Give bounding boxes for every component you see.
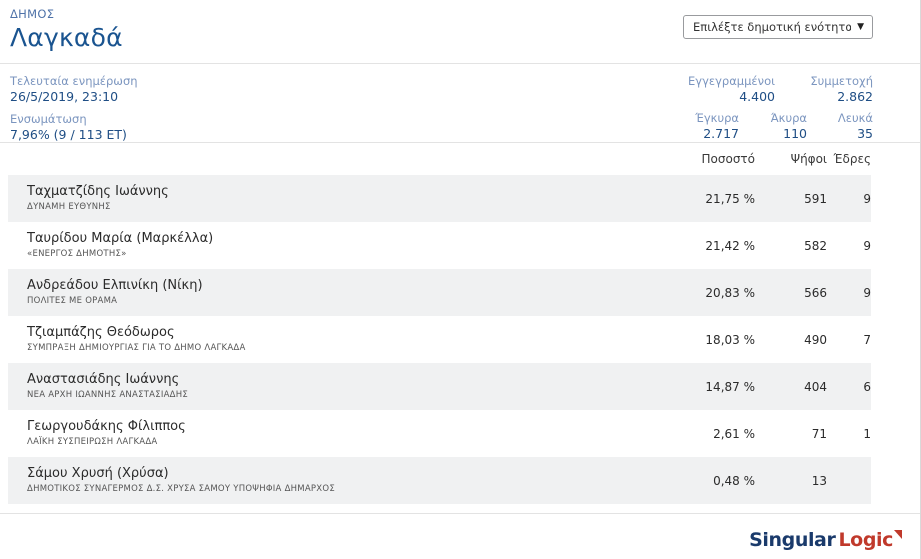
header-divider	[0, 63, 920, 64]
stat-label: Λευκά	[837, 111, 873, 125]
stats-row-ballots: Έγκυρα 2.717 Άκυρα 110 Λευκά 35	[683, 110, 873, 142]
logo-text-singular: Singular	[749, 529, 836, 551]
stat-value: 7,96% (9 / 113 ΕΤ)	[10, 127, 127, 142]
candidate-name: Αναστασιάδης Ιωάννης	[27, 372, 180, 387]
stats-right-group: Εγγεγραμμένοι 4.400 Συμμετοχή 2.862 Έγκυ…	[683, 73, 873, 147]
candidate-party: «ΕΝΕΡΓΟΣ ΔΗΜΟΤΗΣ»	[27, 249, 127, 259]
stat-value: 35	[857, 126, 873, 141]
candidate-name: Σάμου Χρυσή (Χρύσα)	[27, 466, 169, 481]
table-bottom-divider	[0, 513, 920, 514]
candidate-party: ΣΥΜΠΡΑΞΗ ΔΗΜΙΟΥΡΓΙΑΣ ΓΙΑ ΤΟ ΔΗΜΟ ΛΑΓΚΑΔΑ	[27, 343, 246, 353]
table-row[interactable]: Τζιαμπάζης Θεόδωρος ΣΥΜΠΡΑΞΗ ΔΗΜΙΟΥΡΓΙΑΣ…	[8, 316, 871, 363]
cell-percent: 18,03 %	[705, 332, 755, 347]
candidate-cell: Ανδρεάδου Ελπινίκη (Νίκη) ΠΟΛΙΤΕΣ ΜΕ ΟΡΑ…	[27, 277, 663, 308]
cell-votes: 71	[811, 426, 827, 441]
table-row[interactable]: Γεωργουδάκης Φίλιππος ΛΑΪΚΗ ΣΥΣΠΕΙΡΩΣΗ Λ…	[8, 410, 871, 457]
logo-swoosh-icon	[894, 530, 902, 539]
candidate-cell: Αναστασιάδης Ιωάννης ΝΕΑ ΑΡΧΗ ΙΩΑΝΝΗΣ ΑΝ…	[27, 371, 663, 402]
cell-percent: 14,87 %	[705, 379, 755, 394]
logo-text-logic: Logic	[838, 529, 893, 551]
candidate-party: ΝΕΑ ΑΡΧΗ ΙΩΑΝΝΗΣ ΑΝΑΣΤΑΣΙΑΔΗΣ	[27, 390, 188, 400]
stat-participation: Συμμετοχή 2.862	[801, 73, 873, 105]
cell-seats: 9	[863, 238, 871, 253]
ward-select-value: Επιλέξτε δημοτική ενότητα...	[693, 20, 852, 34]
candidate-party: ΛΑΪΚΗ ΣΥΣΠΕΙΡΩΣΗ ΛΑΓΚΑΔΑ	[27, 437, 158, 447]
stats-divider	[0, 142, 920, 143]
stat-value: 26/5/2019, 23:10	[10, 89, 119, 104]
stats-row-registered: Εγγεγραμμένοι 4.400 Συμμετοχή 2.862	[683, 73, 873, 105]
ward-select[interactable]: Επιλέξτε δημοτική ενότητα... ▼	[683, 15, 873, 39]
table-row[interactable]: Ταυρίδου Μαρία (Μαρκέλλα) «ΕΝΕΡΓΟΣ ΔΗΜΟΤ…	[8, 222, 871, 269]
stat-label: Έγκυρα	[695, 111, 739, 125]
candidate-cell: Σάμου Χρυσή (Χρύσα) ΔΗΜΟΤΙΚΟΣ ΣΥΝΑΓΕΡΜΟΣ…	[27, 465, 663, 496]
cell-votes: 591	[804, 191, 827, 206]
stat-label: Άκυρα	[770, 111, 807, 125]
candidate-party: ΔΗΜΟΤΙΚΟΣ ΣΥΝΑΓΕΡΜΟΣ Δ.Σ. ΧΡΥΣΑ ΣΑΜΟΥ ΥΠ…	[27, 484, 335, 494]
column-header-votes: Ψήφοι	[790, 152, 827, 166]
cell-percent: 2,61 %	[713, 426, 755, 441]
table-row[interactable]: Ταχματζίδης Ιωάννης ΔΥΝΑΜΗ ΕΥΘΥΝΗΣ 21,75…	[8, 175, 871, 222]
cell-percent: 20,83 %	[705, 285, 755, 300]
column-header-percent: Ποσοστό	[701, 152, 755, 166]
ward-select-wrapper: Επιλέξτε δημοτική ενότητα... ▼	[683, 15, 873, 39]
stat-blank: Λευκά 35	[833, 110, 873, 142]
stat-value: 110	[783, 126, 807, 141]
cell-seats: 9	[863, 191, 871, 206]
page-header: ΔΗΜΟΣ Λαγκαδά Επιλέξτε δημοτική ενότητα.…	[0, 0, 920, 63]
candidate-name: Ταυρίδου Μαρία (Μαρκέλλα)	[27, 231, 214, 246]
stat-last-update: Τελευταία ενημέρωση 26/5/2019, 23:10	[10, 73, 138, 105]
stat-value: 4.400	[739, 89, 775, 104]
table-row[interactable]: Αναστασιάδης Ιωάννης ΝΕΑ ΑΡΧΗ ΙΩΑΝΝΗΣ ΑΝ…	[8, 363, 871, 410]
cell-seats: 6	[863, 379, 871, 394]
candidate-party: ΠΟΛΙΤΕΣ ΜΕ ΟΡΑΜΑ	[27, 296, 118, 306]
stat-registered: Εγγεγραμμένοι 4.400	[688, 73, 775, 105]
cell-seats: 1	[863, 426, 871, 441]
stat-value: 2.717	[703, 126, 739, 141]
cell-percent: 0,48 %	[713, 473, 755, 488]
stats-left-group: Τελευταία ενημέρωση 26/5/2019, 23:10 Ενσ…	[10, 73, 138, 149]
cell-seats: 7	[863, 332, 871, 347]
column-header-seats: Έδρες	[833, 152, 871, 166]
stats-strip: Τελευταία ενημέρωση 26/5/2019, 23:10 Ενσ…	[0, 64, 920, 142]
stat-valid: Έγκυρα 2.717	[683, 110, 739, 142]
page-title: Λαγκαδά	[10, 23, 123, 52]
candidate-name: Τζιαμπάζης Θεόδωρος	[27, 325, 175, 340]
table-row[interactable]: Ανδρεάδου Ελπινίκη (Νίκη) ΠΟΛΙΤΕΣ ΜΕ ΟΡΑ…	[8, 269, 871, 316]
municipality-kicker: ΔΗΜΟΣ	[10, 7, 55, 21]
cell-percent: 21,42 %	[705, 238, 755, 253]
candidate-cell: Ταυρίδου Μαρία (Μαρκέλλα) «ΕΝΕΡΓΟΣ ΔΗΜΟΤ…	[27, 230, 663, 261]
cell-votes: 582	[804, 238, 827, 253]
results-table: Ποσοστό Ψήφοι Έδρες Ταχματζίδης Ιωάννης …	[0, 143, 920, 514]
cell-votes: 13	[811, 473, 827, 488]
table-column-headers: Ποσοστό Ψήφοι Έδρες	[0, 143, 920, 175]
stat-label: Ενσωμάτωση	[10, 112, 87, 126]
footer-logo: Singular Logic	[749, 529, 902, 551]
candidate-cell: Τζιαμπάζης Θεόδωρος ΣΥΜΠΡΑΞΗ ΔΗΜΙΟΥΡΓΙΑΣ…	[27, 324, 663, 355]
candidate-name: Ανδρεάδου Ελπινίκη (Νίκη)	[27, 278, 203, 293]
stat-invalid: Άκυρα 110	[765, 110, 807, 142]
singularlogic-logo: Singular Logic	[749, 529, 893, 551]
cell-seats: 9	[863, 285, 871, 300]
stat-label: Τελευταία ενημέρωση	[10, 74, 138, 88]
table-row[interactable]: Σάμου Χρυσή (Χρύσα) ΔΗΜΟΤΙΚΟΣ ΣΥΝΑΓΕΡΜΟΣ…	[8, 457, 871, 504]
cell-votes: 490	[804, 332, 827, 347]
candidate-name: Γεωργουδάκης Φίλιππος	[27, 419, 186, 434]
cell-percent: 21,75 %	[705, 191, 755, 206]
table-body: Ταχματζίδης Ιωάννης ΔΥΝΑΜΗ ΕΥΘΥΝΗΣ 21,75…	[0, 175, 920, 504]
stat-incorporation: Ενσωμάτωση 7,96% (9 / 113 ΕΤ)	[10, 111, 138, 143]
stat-label: Εγγεγραμμένοι	[688, 74, 775, 88]
cell-votes: 566	[804, 285, 827, 300]
candidate-name: Ταχματζίδης Ιωάννης	[27, 184, 169, 199]
candidate-cell: Γεωργουδάκης Φίλιππος ΛΑΪΚΗ ΣΥΣΠΕΙΡΩΣΗ Λ…	[27, 418, 663, 449]
candidate-party: ΔΥΝΑΜΗ ΕΥΘΥΝΗΣ	[27, 202, 111, 212]
cell-votes: 404	[804, 379, 827, 394]
stat-label: Συμμετοχή	[810, 74, 873, 88]
chevron-down-icon: ▼	[857, 21, 864, 32]
candidate-cell: Ταχματζίδης Ιωάννης ΔΥΝΑΜΗ ΕΥΘΥΝΗΣ	[27, 183, 663, 214]
stat-value: 2.862	[837, 89, 873, 104]
